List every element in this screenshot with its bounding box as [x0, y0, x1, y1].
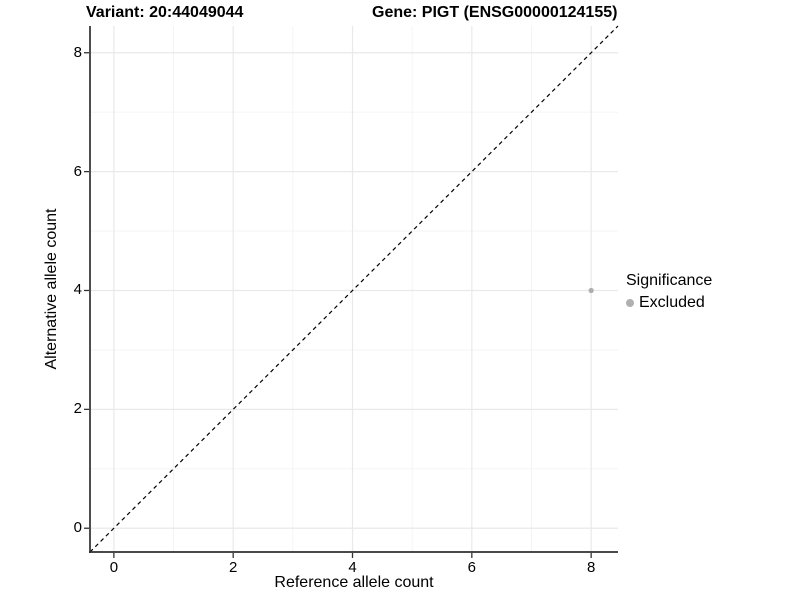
identity-dashed-line: [89, 25, 619, 553]
x-tick-label: 0: [109, 559, 119, 576]
legend-title: Significance: [626, 272, 713, 289]
y-tick-label: 6: [73, 162, 82, 180]
y-tick-label: 8: [73, 43, 82, 61]
legend: Significance Excluded: [626, 271, 712, 312]
x-tick-label: 8: [586, 559, 596, 576]
x-tick-label: 6: [467, 559, 476, 576]
legend-point-icon: [626, 299, 634, 307]
y-tick-label: 0: [73, 519, 82, 537]
y-tick-label: 4: [73, 281, 82, 299]
x-axis-title: Reference allele count: [274, 574, 434, 591]
x-tick-label: 2: [229, 559, 238, 576]
y-tick-label: 2: [73, 400, 82, 418]
plot-title-variant: Variant: 20:44049044: [86, 4, 244, 21]
x-tick-label: 4: [348, 559, 357, 576]
plot-title-gene: Gene: PIGT (ENSG00000124155): [372, 4, 618, 21]
legend-entry-label: Excluded: [639, 294, 705, 311]
y-axis-title: Alternative allele count: [43, 208, 60, 370]
data-point: [588, 287, 594, 294]
legend-entry-excluded: Excluded: [626, 294, 712, 312]
